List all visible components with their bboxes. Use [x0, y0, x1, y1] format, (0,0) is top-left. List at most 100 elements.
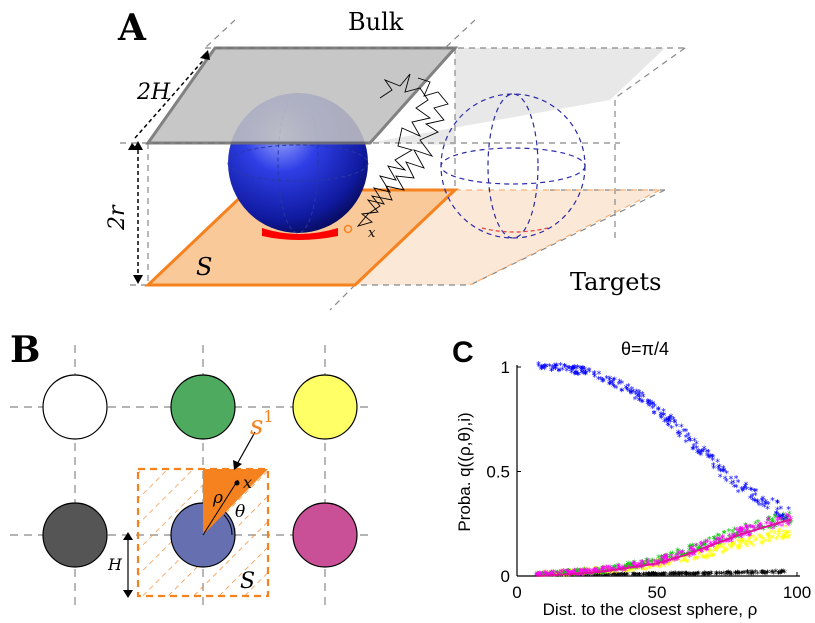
scatter-point: * — [639, 563, 644, 573]
scatter-point: * — [704, 553, 709, 563]
scatter-point: * — [658, 414, 663, 424]
scatter-point: * — [568, 572, 573, 582]
scatter-point: * — [636, 566, 641, 576]
scatter-point: * — [620, 387, 625, 397]
scatter-point: * — [585, 572, 590, 582]
scatter-point: * — [598, 570, 603, 580]
scatter-point: * — [553, 363, 558, 373]
scatter-point: * — [656, 572, 661, 582]
scatter-point: * — [579, 572, 584, 582]
scatter-point: * — [601, 378, 606, 388]
scatter-point: * — [662, 419, 667, 429]
scatter-point: * — [576, 567, 581, 577]
scatter-point: * — [557, 572, 562, 582]
scatter-point: * — [600, 568, 605, 578]
panel-b-letter: B — [10, 329, 40, 371]
scatter-point: * — [633, 566, 638, 576]
scatter-point: * — [702, 548, 707, 558]
scatter-point: * — [634, 572, 639, 582]
scatter-point: * — [734, 475, 739, 485]
scatter-point: * — [610, 569, 615, 579]
scatter-point: * — [717, 467, 722, 477]
scatter-point: * — [710, 542, 715, 552]
scatter-point: * — [718, 473, 723, 483]
scatter-point: * — [671, 555, 676, 565]
scatter-point: * — [568, 572, 573, 582]
scatter-point: * — [579, 367, 584, 377]
scatter-point: * — [661, 571, 666, 581]
scatter-point: * — [779, 514, 784, 524]
scatter-point: * — [636, 392, 641, 402]
scatter-point: * — [723, 475, 728, 485]
scatter-point: * — [736, 479, 741, 489]
scatter-point: * — [671, 572, 676, 582]
scatter-point: * — [692, 443, 697, 453]
scatter-point: * — [756, 519, 761, 529]
scatter-point: * — [716, 464, 721, 474]
scatter-point: * — [664, 560, 669, 570]
scatter-point: * — [672, 557, 677, 567]
scatter-point: * — [713, 546, 718, 556]
scatter-point: * — [543, 572, 548, 582]
scatter-point: * — [689, 545, 694, 555]
scatter-point: * — [571, 366, 576, 376]
scatter-point: * — [774, 510, 779, 520]
scatter-point: * — [669, 571, 674, 581]
scatter-point: * — [682, 552, 687, 562]
scatter-point: * — [602, 570, 607, 580]
scatter-point: * — [570, 366, 575, 376]
scatter-point: * — [560, 367, 565, 377]
scatter-point: * — [651, 572, 656, 582]
scatter-point: * — [631, 572, 636, 582]
scatter-point: * — [720, 550, 725, 560]
scatter-point: * — [765, 505, 770, 515]
scatter-point: * — [542, 366, 547, 376]
scatter-point: * — [618, 566, 623, 576]
scatter-point: * — [637, 391, 642, 401]
scatter-point: * — [737, 544, 742, 554]
scatter-point: * — [696, 571, 701, 581]
scatter-point: * — [746, 569, 751, 579]
scatter-point: * — [639, 565, 644, 575]
scatter-point: * — [761, 527, 766, 537]
x-tick-label: 100 — [783, 583, 811, 602]
scatter-point: * — [604, 564, 609, 574]
scatter-point: * — [712, 540, 717, 550]
scatter-point: * — [702, 571, 707, 581]
scatter-point: * — [617, 379, 622, 389]
scatter-point: * — [785, 514, 790, 524]
scatter-point: * — [748, 534, 753, 544]
scatter-point: * — [616, 566, 621, 576]
scatter-point: * — [674, 551, 679, 561]
scatter-point: * — [740, 538, 745, 548]
scatter-point: * — [600, 570, 605, 580]
scatter-point: * — [536, 572, 541, 582]
scatter-point: * — [721, 549, 726, 559]
scatter-point: * — [591, 569, 596, 579]
scatter-point: * — [563, 571, 568, 581]
scatter-point: * — [773, 513, 778, 523]
scatter-point: * — [739, 535, 744, 545]
scatter-point: * — [626, 565, 631, 575]
scatter-point: * — [759, 535, 764, 545]
scatter-point: * — [768, 524, 773, 534]
scatter-point: * — [602, 571, 607, 581]
scatter-point: * — [641, 563, 646, 573]
scatter-point: * — [744, 524, 749, 534]
scatter-point: * — [612, 377, 617, 387]
scatter-point: * — [594, 572, 599, 582]
scatter-point: * — [569, 367, 574, 377]
scatter-point: * — [739, 486, 744, 496]
scatter-point: * — [583, 368, 588, 378]
scatter-point: * — [556, 572, 561, 582]
scatter-point: * — [699, 541, 704, 551]
panel-c: C θ=π/4 ** ** ** ** *** ** ** ** * ** ** * * * ** ** * **… — [452, 336, 811, 619]
scatter-point: * — [762, 503, 767, 513]
scatter-point: * — [726, 538, 731, 548]
scatter-point: * — [746, 538, 751, 548]
scatter-point: * — [608, 564, 613, 574]
scatter-point: * — [726, 570, 731, 580]
scatter-point: * — [596, 572, 601, 582]
scatter-point: * — [541, 572, 546, 582]
scatter-point: * — [747, 532, 752, 542]
